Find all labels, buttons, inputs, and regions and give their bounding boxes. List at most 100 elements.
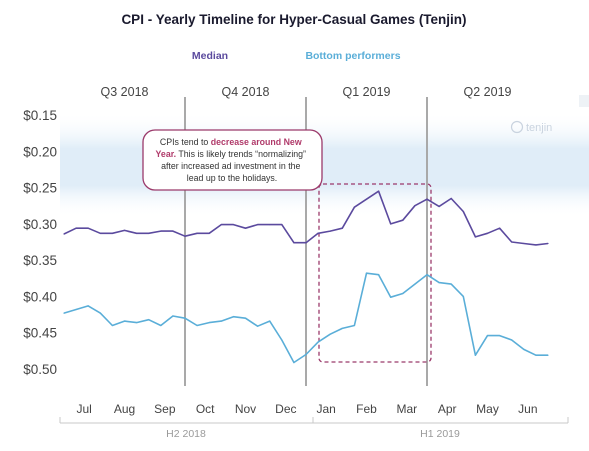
data-point bbox=[257, 325, 259, 327]
data-point bbox=[378, 190, 380, 192]
data-point bbox=[462, 210, 464, 213]
data-point bbox=[208, 232, 210, 234]
quarter-label-2: Q4 2018 bbox=[222, 85, 270, 99]
annotation-line-1: CPIs tend to decrease around New bbox=[160, 137, 302, 147]
data-point bbox=[257, 223, 259, 226]
data-point bbox=[535, 244, 537, 246]
x-tick-label: Mar bbox=[396, 402, 417, 416]
y-tick-label: $0.40 bbox=[23, 289, 57, 304]
y-tick-label: $0.30 bbox=[23, 217, 57, 232]
legend-median: Median bbox=[192, 50, 228, 62]
data-point bbox=[390, 296, 392, 298]
data-point bbox=[111, 232, 113, 234]
y-tick-label: $0.35 bbox=[23, 253, 57, 268]
data-point bbox=[87, 227, 89, 229]
half-label-h2-2018: H2 2018 bbox=[166, 428, 206, 440]
data-point bbox=[390, 223, 392, 225]
quarter-label-3: Q1 2019 bbox=[343, 85, 391, 99]
data-point bbox=[438, 205, 440, 208]
data-point bbox=[99, 232, 101, 234]
data-point bbox=[353, 324, 355, 327]
data-point bbox=[232, 316, 234, 318]
data-point bbox=[353, 206, 355, 208]
data-point bbox=[184, 235, 186, 237]
x-tick-label: May bbox=[476, 402, 499, 416]
data-point bbox=[317, 232, 319, 234]
data-point bbox=[172, 230, 174, 232]
data-point bbox=[136, 232, 138, 234]
quarter-label-4: Q2 2019 bbox=[464, 85, 512, 99]
data-point bbox=[450, 197, 452, 200]
data-point bbox=[136, 321, 138, 324]
data-point bbox=[63, 233, 65, 235]
corner-icon bbox=[579, 95, 589, 107]
annotation-line-2: Year. This is likely trends “normalizing… bbox=[156, 149, 307, 159]
data-point bbox=[293, 242, 295, 244]
y-axis-ticks: $0.15 $0.20 $0.25 $0.30 $0.35 $0.40 $0.45 $0.50 bbox=[23, 108, 57, 377]
data-point bbox=[196, 232, 198, 234]
data-point bbox=[160, 324, 162, 327]
annotation-text: CPIs tend to decrease around New Year. T… bbox=[156, 137, 309, 183]
data-point bbox=[208, 321, 210, 324]
data-point bbox=[281, 223, 283, 226]
half-year-bracket: H2 2018 H1 2019 bbox=[59, 417, 569, 440]
data-point bbox=[244, 227, 247, 229]
data-point bbox=[220, 320, 222, 322]
data-point bbox=[511, 339, 513, 341]
data-point bbox=[499, 335, 501, 337]
data-point bbox=[111, 324, 113, 327]
chart-title: CPI - Yearly Timeline for Hyper-Casual G… bbox=[121, 12, 466, 27]
series-layer bbox=[63, 190, 549, 364]
data-point bbox=[426, 274, 428, 276]
data-point bbox=[305, 242, 307, 244]
y-tick-label: $0.25 bbox=[23, 181, 57, 196]
data-point bbox=[148, 232, 150, 234]
data-point bbox=[220, 223, 222, 226]
watermark-text: tenjin bbox=[526, 122, 552, 134]
quarter-labels: Q3 2018 Q4 2018 Q1 2019 Q2 2019 bbox=[101, 85, 512, 99]
data-point bbox=[75, 227, 77, 229]
x-tick-label: Aug bbox=[114, 402, 135, 416]
data-point bbox=[523, 242, 525, 245]
data-point bbox=[184, 317, 186, 319]
legend-bottom-performers: Bottom performers bbox=[305, 50, 400, 62]
data-point bbox=[341, 327, 343, 329]
x-tick-label: Jun bbox=[518, 402, 537, 416]
data-point bbox=[499, 227, 501, 229]
quarter-label-1: Q3 2018 bbox=[101, 85, 149, 99]
y-tick-label: $0.45 bbox=[23, 326, 57, 341]
data-point bbox=[232, 223, 234, 226]
x-tick-label: Jan bbox=[316, 402, 335, 416]
data-point bbox=[341, 227, 343, 229]
data-point bbox=[160, 230, 162, 232]
data-point bbox=[148, 319, 150, 321]
data-point bbox=[329, 333, 331, 335]
data-point bbox=[486, 232, 489, 234]
data-point bbox=[378, 274, 380, 276]
data-point bbox=[402, 219, 404, 221]
y-tick-label: $0.20 bbox=[23, 144, 57, 159]
x-tick-label: Jul bbox=[76, 402, 91, 416]
data-point bbox=[474, 236, 476, 238]
tenjin-logo-icon bbox=[510, 120, 524, 134]
half-label-h1-2019: H1 2019 bbox=[420, 428, 460, 440]
data-point bbox=[99, 312, 101, 314]
data-point bbox=[305, 353, 307, 356]
data-point bbox=[329, 230, 331, 232]
data-point bbox=[414, 205, 416, 207]
data-point bbox=[547, 354, 549, 356]
data-point bbox=[402, 292, 404, 295]
data-point bbox=[317, 341, 319, 343]
data-point bbox=[365, 198, 368, 200]
data-point bbox=[123, 229, 126, 231]
data-point bbox=[511, 241, 513, 243]
x-tick-label: Apr bbox=[438, 402, 457, 416]
annotation-line-4: lead up to the holidays. bbox=[187, 173, 277, 183]
data-point bbox=[462, 295, 464, 298]
highlight-dashed-box bbox=[318, 183, 432, 363]
x-tick-label: Sep bbox=[154, 402, 176, 416]
annotation-callout: CPIs tend to decrease around New Year. T… bbox=[142, 129, 323, 191]
x-tick-label: Feb bbox=[356, 402, 377, 416]
data-point bbox=[123, 320, 126, 322]
